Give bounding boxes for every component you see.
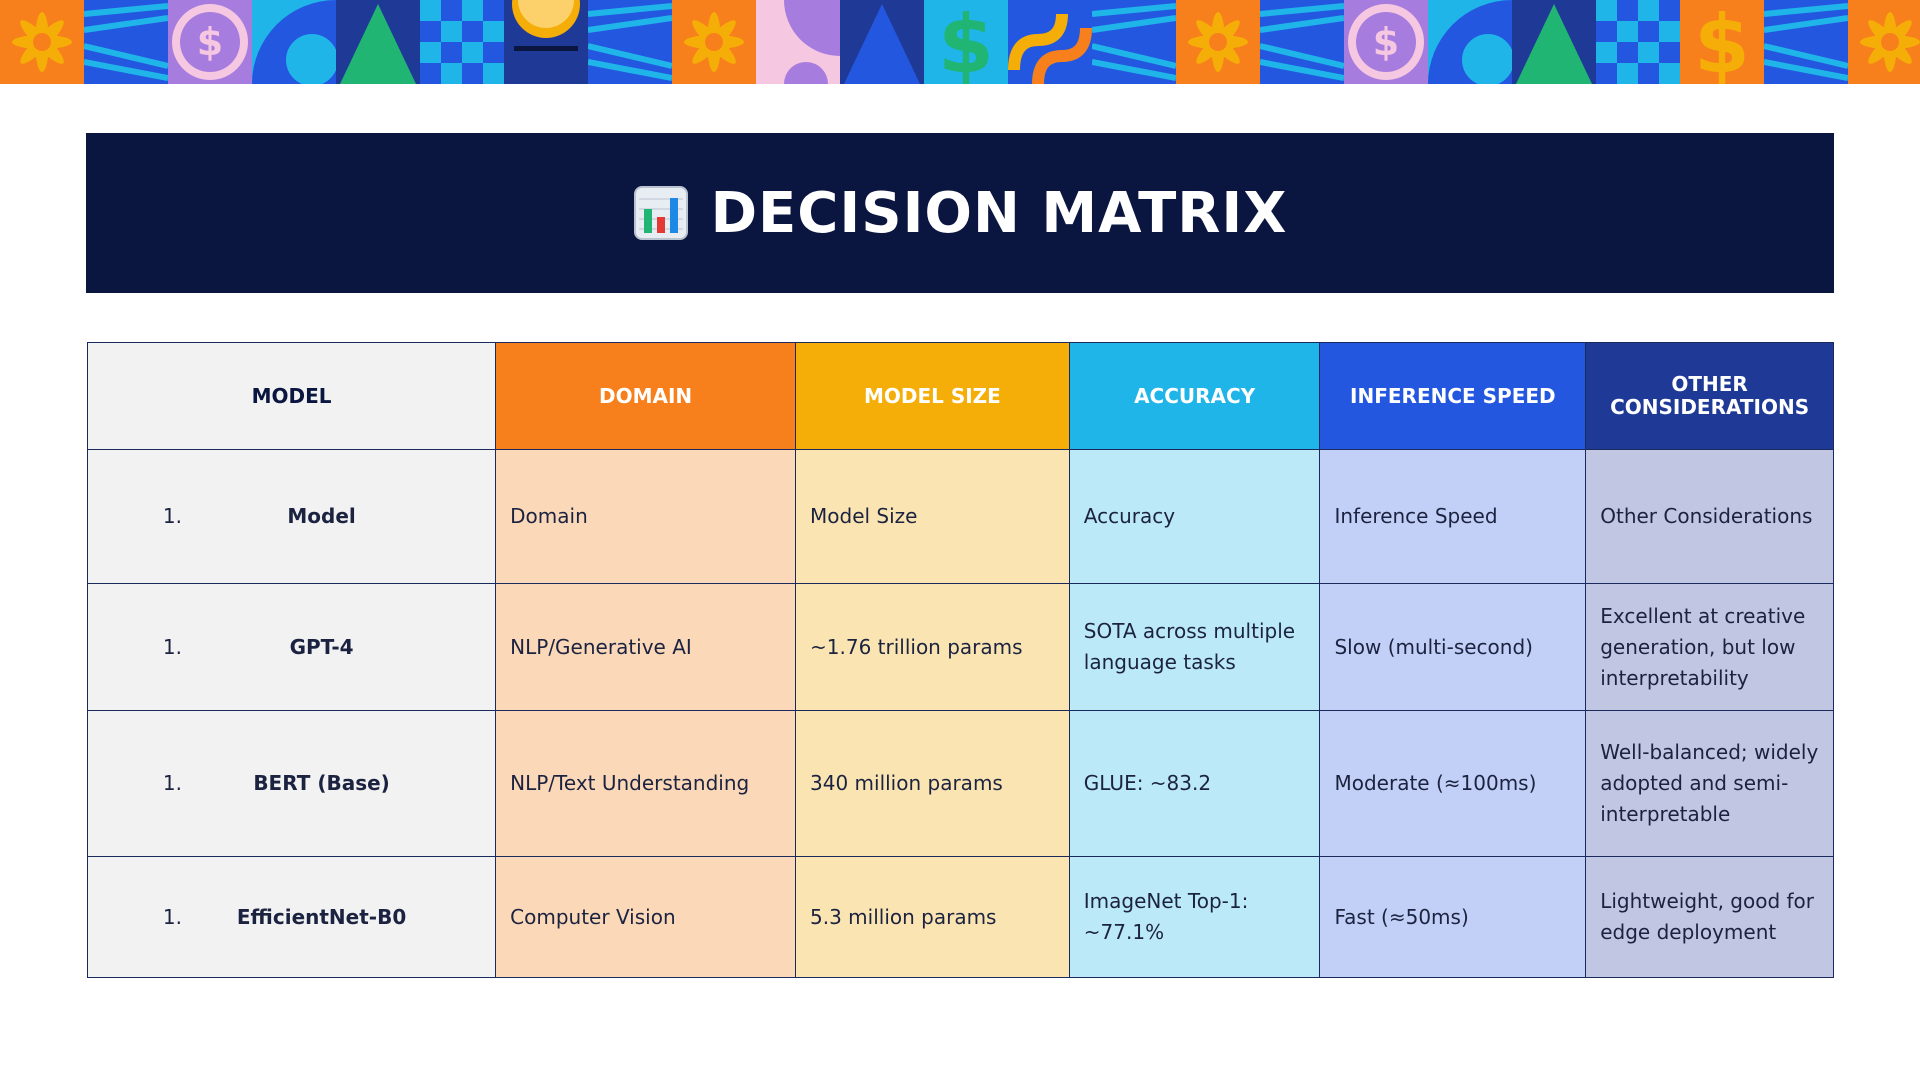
flower-icon <box>672 0 756 84</box>
svg-text:$: $ <box>938 0 994 84</box>
other-considerations-cell: Other Considerations <box>1585 449 1834 584</box>
dollar-sign-icon: $ <box>1680 0 1764 84</box>
model-name: GPT-4 <box>289 634 354 659</box>
model-name: BERT (Base) <box>253 771 390 796</box>
bar-chart-icon <box>633 186 688 240</box>
checker-icon <box>1596 0 1680 84</box>
table-row: 1. EfficientNet-B0 Computer Vision 5.3 m… <box>86 856 1834 978</box>
chain-icon <box>1008 0 1092 84</box>
column-header-accuracy: ACCURACY <box>1068 342 1321 450</box>
flower-icon <box>0 0 84 84</box>
flower-icon <box>1176 0 1260 84</box>
column-header-model: MODEL <box>86 342 497 450</box>
column-header-domain: DOMAIN <box>495 342 796 450</box>
column-header-model-size: MODEL SIZE <box>795 342 1070 450</box>
dollar-coin-icon: $ <box>168 0 252 84</box>
row-number: 1. <box>162 503 182 528</box>
quarter-circle-icon <box>756 0 840 84</box>
accuracy-cell: SOTA across multiple language tasks <box>1068 582 1321 712</box>
accuracy-cell: Accuracy <box>1068 449 1321 584</box>
row-number: 1. <box>162 634 182 659</box>
accuracy-cell: ImageNet Top-1: ~77.1% <box>1068 856 1321 978</box>
row-number: 1. <box>162 771 182 796</box>
accuracy-cell: GLUE: ~83.2 <box>1068 710 1321 858</box>
svg-text:$: $ <box>197 20 223 64</box>
model-size-cell: 5.3 million params <box>795 856 1070 978</box>
table-row: 1. GPT-4 NLP/Generative AI ~1.76 trillio… <box>86 582 1834 712</box>
other-considerations-cell: Well-balanced; widely adopted and semi-i… <box>1585 710 1834 858</box>
model-cell: 1. EfficientNet-B0 <box>86 856 497 978</box>
stripes-icon <box>1260 0 1344 84</box>
triangle-icon <box>1512 0 1596 84</box>
decorative-banner: $ $ $ $ <box>0 0 1920 84</box>
domain-cell: Domain <box>495 449 796 584</box>
sun-icon <box>504 0 588 84</box>
checker-icon <box>420 0 504 84</box>
triangle-icon <box>840 0 924 84</box>
domain-cell: NLP/Text Understanding <box>495 710 796 858</box>
dollar-sign-icon: $ <box>924 0 1008 84</box>
stripes-icon <box>84 0 168 84</box>
model-size-cell: Model Size <box>795 449 1070 584</box>
table-header-row: MODEL DOMAIN MODEL SIZE ACCURACY INFEREN… <box>86 342 1834 450</box>
stripes-icon <box>1764 0 1848 84</box>
domain-cell: Computer Vision <box>495 856 796 978</box>
quarter-circle-icon <box>252 0 336 84</box>
model-name: Model <box>287 503 356 528</box>
model-name: EfficientNet-B0 <box>236 904 407 929</box>
table-row: 1. Model Domain Model Size Accuracy Infe… <box>86 449 1834 584</box>
inference-speed-cell: Inference Speed <box>1319 449 1587 584</box>
inference-speed-cell: Moderate (≈100ms) <box>1319 710 1587 858</box>
row-number: 1. <box>162 904 182 929</box>
title-bar: DECISION MATRIX <box>86 133 1834 293</box>
domain-cell: NLP/Generative AI <box>495 582 796 712</box>
dollar-coin-icon: $ <box>1344 0 1428 84</box>
decision-matrix-table: MODEL DOMAIN MODEL SIZE ACCURACY INFEREN… <box>86 342 1834 978</box>
svg-text:$: $ <box>1373 20 1399 64</box>
svg-text:$: $ <box>1694 0 1750 84</box>
model-cell: 1. BERT (Base) <box>86 710 497 858</box>
triangle-icon <box>336 0 420 84</box>
other-considerations-cell: Lightweight, good for edge deployment <box>1585 856 1834 978</box>
flower-icon <box>1848 0 1920 84</box>
model-size-cell: 340 million params <box>795 710 1070 858</box>
quarter-circle-icon <box>1428 0 1512 84</box>
stripes-icon <box>1092 0 1176 84</box>
column-header-inference-speed: INFERENCE SPEED <box>1319 342 1587 450</box>
other-considerations-cell: Excellent at creative generation, but lo… <box>1585 582 1834 712</box>
inference-speed-cell: Fast (≈50ms) <box>1319 856 1587 978</box>
table-row: 1. BERT (Base) NLP/Text Understanding 34… <box>86 710 1834 858</box>
model-cell: 1. Model <box>86 449 497 584</box>
model-cell: 1. GPT-4 <box>86 582 497 712</box>
stripes-icon <box>588 0 672 84</box>
column-header-other-considerations: OTHER CONSIDERATIONS <box>1585 342 1834 450</box>
model-size-cell: ~1.76 trillion params <box>795 582 1070 712</box>
page-title: DECISION MATRIX <box>710 180 1288 246</box>
inference-speed-cell: Slow (multi-second) <box>1319 582 1587 712</box>
